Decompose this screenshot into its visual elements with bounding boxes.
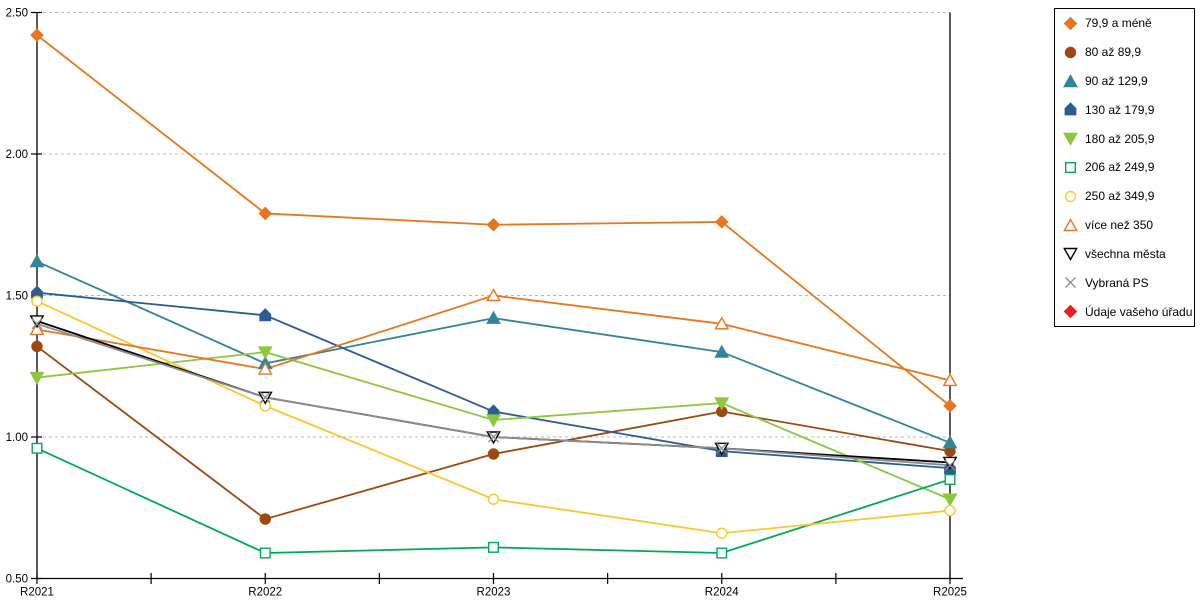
legend-item: 130 až 179,9 — [1055, 95, 1194, 124]
y-axis-label: 1.50 — [6, 291, 28, 303]
legend-item: více než 350 — [1055, 211, 1194, 240]
y-axis-label: 2.00 — [6, 149, 28, 161]
legend-item: 206 až 249,9 — [1055, 153, 1194, 182]
x-axis-label: R2025 — [933, 587, 967, 599]
triangle-down-marker-icon — [1063, 132, 1078, 147]
legend-label: 206 až 249,9 — [1085, 160, 1155, 175]
y-axis-label: 0.50 — [6, 574, 28, 586]
legend-box: 79,9 a méně 80 až 89,9 90 až 129,9 130 až 1… — [1054, 8, 1195, 327]
y-axis-label: 2.50 — [6, 8, 28, 20]
data-point — [942, 435, 958, 449]
data-point — [259, 391, 271, 403]
legend-item: Vybraná PS — [1055, 268, 1194, 297]
data-point — [486, 288, 501, 302]
data-point — [716, 547, 728, 559]
data-point — [257, 346, 273, 360]
data-point — [259, 547, 271, 559]
data-point — [257, 361, 273, 375]
data-point — [31, 295, 43, 307]
data-point — [259, 308, 272, 322]
data-point — [944, 504, 956, 517]
legend-label: všechna města — [1085, 246, 1166, 261]
legend-label: Údaje vašeho úřadu — [1085, 304, 1193, 319]
legend-item: všechna města — [1055, 240, 1194, 269]
data-point — [487, 448, 500, 460]
data-point — [486, 414, 501, 428]
data-point — [714, 397, 730, 411]
data-point — [716, 442, 728, 454]
data-point — [29, 322, 45, 336]
data-point — [486, 217, 501, 232]
legend-label: 90 až 129,9 — [1085, 74, 1148, 89]
data-point — [31, 442, 43, 454]
data-point — [714, 215, 729, 229]
legend-item: 250 až 349,9 — [1055, 182, 1194, 211]
y-axis-label: 1.00 — [6, 432, 28, 444]
legend-label: 180 až 205,9 — [1085, 131, 1155, 146]
x-axis-label: R2021 — [20, 587, 54, 599]
legend-label: více než 350 — [1085, 218, 1154, 233]
x-axis-label: R2024 — [705, 587, 739, 599]
data-point — [714, 344, 730, 358]
data-point — [258, 206, 273, 221]
data-point — [31, 318, 43, 330]
data-point — [487, 493, 500, 505]
data-point — [486, 310, 501, 324]
data-point — [716, 527, 728, 539]
diamond-marker-icon — [1063, 304, 1078, 319]
data-point — [31, 340, 43, 353]
circle-marker-icon — [1064, 46, 1077, 58]
data-point — [714, 316, 730, 330]
legend-item: Údaje vašeho úřadu — [1055, 297, 1194, 326]
data-point — [488, 541, 500, 553]
data-point — [29, 254, 45, 268]
legend-label: 79,9 a méně — [1085, 16, 1152, 31]
data-point — [944, 473, 956, 485]
x-axis-label: R2022 — [248, 587, 282, 599]
legend-item: 79,9 a méně — [1055, 9, 1194, 38]
triangle-up-marker-icon — [1063, 73, 1078, 87]
x-marker-icon — [1065, 277, 1076, 289]
legend-item: 90 až 129,9 — [1055, 67, 1194, 96]
legend-label: 80 až 89,9 — [1085, 45, 1142, 60]
legend-label: Vybraná PS — [1085, 275, 1149, 290]
pentagon-marker-icon — [1064, 102, 1077, 116]
data-point — [942, 372, 958, 387]
diamond-marker-icon — [1063, 16, 1078, 31]
triangle-up-marker-icon — [1063, 217, 1078, 231]
x-axis-label: R2023 — [477, 587, 511, 599]
legend-label: 130 až 179,9 — [1085, 102, 1155, 117]
data-point — [30, 28, 44, 42]
data-point — [942, 493, 958, 507]
square-marker-icon — [1065, 161, 1077, 173]
data-point — [944, 459, 956, 471]
data-point — [259, 513, 271, 525]
legend-item: 80 až 89,9 — [1055, 38, 1194, 67]
legend-item: 180 až 205,9 — [1055, 124, 1194, 153]
legend-label: 250 až 349,9 — [1085, 189, 1155, 204]
data-point — [29, 371, 45, 385]
data-point — [488, 431, 499, 443]
circle-marker-icon — [1064, 190, 1077, 202]
triangle-down-marker-icon — [1063, 248, 1078, 262]
data-point — [943, 399, 957, 413]
